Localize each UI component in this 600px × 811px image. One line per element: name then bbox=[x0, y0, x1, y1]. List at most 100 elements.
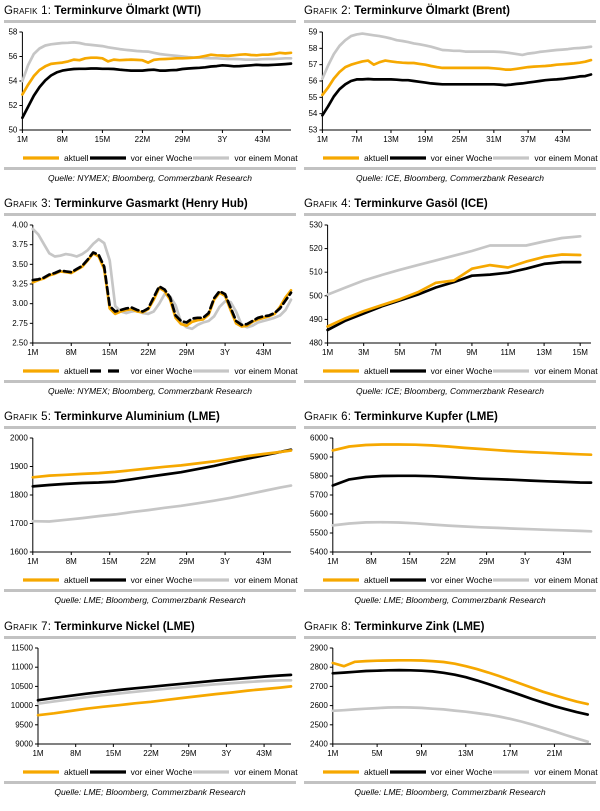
legend-label: vor einem Monat bbox=[534, 574, 598, 585]
chart-title: Terminkurve Ölmarkt (Brent) bbox=[354, 5, 511, 17]
chart-heading: Grafik 8: Terminkurve Zink (LME) bbox=[304, 620, 596, 634]
legend-item: vor einer Woche bbox=[89, 575, 192, 585]
x-axis: 1M 8M 15M 22M 29M 3Y 43M bbox=[27, 551, 291, 566]
chart-title: Terminkurve Kupfer (LME) bbox=[354, 411, 498, 423]
series-line-vor-einer-Woche bbox=[21, 62, 293, 120]
svg-text:43M: 43M bbox=[256, 557, 272, 566]
svg-text:58: 58 bbox=[308, 44, 317, 53]
legend-item: vor einem Monat bbox=[492, 767, 598, 777]
chart-heading-prefix: Grafik 6: bbox=[304, 411, 352, 423]
legend-item: vor einer Woche bbox=[89, 366, 192, 376]
series-line-vor-einem-Monat bbox=[331, 705, 590, 744]
chart-legend: aktuell vor einer Woche vor einem Monat bbox=[322, 764, 598, 779]
line-chart: 53 54 55 56 57 58 59 1M 7M 13M 19M 25M 31M 37M 43M bbox=[308, 28, 593, 144]
legend-item: vor einer Woche bbox=[89, 766, 193, 777]
legend-swatch-line bbox=[89, 769, 126, 774]
svg-text:22M: 22M bbox=[135, 135, 151, 144]
svg-text:1M: 1M bbox=[327, 557, 338, 566]
svg-text:55: 55 bbox=[308, 93, 317, 102]
chart-heading: Grafik 1: Terminkurve Ölmarkt (WTI) bbox=[4, 4, 296, 18]
svg-text:2.75: 2.75 bbox=[12, 319, 28, 328]
series-line-vor-einer-Woche bbox=[31, 448, 293, 488]
svg-text:8M: 8M bbox=[70, 749, 81, 758]
chart-heading-prefix: Grafik 1: bbox=[4, 5, 52, 17]
chart-card: Grafik 8: Terminkurve Zink (LME) 2400 250… bbox=[300, 616, 600, 811]
svg-text:13M: 13M bbox=[458, 749, 474, 758]
svg-text:5M: 5M bbox=[372, 749, 383, 758]
legend-item: vor einem Monat bbox=[192, 766, 298, 777]
chart-card: Grafik 6: Terminkurve Kupfer (LME) 5400 5… bbox=[300, 406, 600, 616]
svg-text:2000: 2000 bbox=[10, 434, 28, 443]
svg-text:3.25: 3.25 bbox=[12, 280, 28, 289]
svg-text:1M: 1M bbox=[317, 135, 328, 144]
legend-label: vor einem Monat bbox=[234, 365, 298, 376]
legend-item: vor einem Monat bbox=[192, 153, 298, 163]
svg-text:3Y: 3Y bbox=[520, 557, 530, 566]
chart-card: Grafik 4: Terminkurve Gasöl (ICE) 480 490… bbox=[300, 193, 600, 406]
legend-label: aktuell bbox=[64, 365, 89, 376]
chart-source: Quelle: ICE, Bloomberg, Commerzbank Rese… bbox=[355, 173, 545, 183]
svg-text:5700: 5700 bbox=[310, 491, 328, 500]
svg-text:11500: 11500 bbox=[11, 644, 33, 653]
legend-rule bbox=[304, 380, 596, 383]
legend-item: vor einem Monat bbox=[492, 366, 598, 376]
svg-text:2900: 2900 bbox=[310, 644, 328, 653]
legend-label: vor einem Monat bbox=[234, 766, 298, 777]
svg-text:5600: 5600 bbox=[310, 510, 328, 519]
svg-text:1M: 1M bbox=[27, 348, 38, 357]
chart-heading: Grafik 3: Terminkurve Gasmarkt (Henry Hu… bbox=[4, 197, 296, 211]
svg-text:2800: 2800 bbox=[310, 663, 328, 672]
chart-title: Terminkurve Gasöl (ICE) bbox=[354, 198, 488, 210]
chart-legend: aktuell vor einer Woche vor einem Monat bbox=[322, 363, 598, 378]
svg-text:15M: 15M bbox=[402, 557, 418, 566]
series-line-aktuell bbox=[326, 253, 582, 328]
line-chart: 50 52 54 56 58 1M 8M 15M 22M 29M 3Y 43M bbox=[8, 28, 293, 144]
series-line-vor-einer-Woche bbox=[326, 260, 582, 332]
legend-item: aktuell bbox=[22, 153, 89, 163]
series-line-aktuell bbox=[21, 51, 293, 96]
svg-text:2400: 2400 bbox=[310, 740, 328, 749]
legend-swatch-line bbox=[493, 769, 530, 774]
line-chart: 5400 5500 5600 5700 5800 5900 6000 1M 8M 15M 22M 29… bbox=[310, 434, 593, 566]
y-axis: 2.50 2.75 3.00 3.25 3.50 3.75 4.00 bbox=[12, 221, 34, 348]
svg-text:3Y: 3Y bbox=[218, 135, 228, 144]
svg-text:3Y: 3Y bbox=[220, 557, 230, 566]
svg-text:22M: 22M bbox=[140, 348, 156, 357]
svg-text:1800: 1800 bbox=[10, 491, 28, 500]
svg-text:3.75: 3.75 bbox=[12, 240, 28, 249]
series-lines bbox=[31, 227, 293, 331]
legend-swatch-line bbox=[193, 155, 230, 160]
svg-text:8M: 8M bbox=[66, 348, 77, 357]
chart-title: Terminkurve Gasmarkt (Henry Hub) bbox=[54, 198, 248, 210]
legend-label: aktuell bbox=[364, 152, 389, 163]
y-axis: 5400 5500 5600 5700 5800 5900 6000 bbox=[310, 434, 334, 557]
legend-rule bbox=[4, 167, 296, 170]
y-axis: 53 54 55 56 57 58 59 bbox=[308, 28, 323, 135]
y-axis: 1600 1700 1800 1900 2000 bbox=[10, 434, 34, 557]
legend-label: aktuell bbox=[364, 766, 389, 777]
svg-text:15M: 15M bbox=[95, 135, 111, 144]
chart-source: Quelle: ICE; Bloomberg, Commerzbank Rese… bbox=[355, 386, 545, 396]
series-line-vor-einem-Monat bbox=[331, 520, 593, 533]
chart-source: Quelle: NYMEX; Bloomberg, Commerzbank Re… bbox=[47, 386, 253, 396]
legend-item: aktuell bbox=[322, 366, 389, 376]
series-line-vor-einem-Monat bbox=[321, 32, 593, 80]
svg-text:29M: 29M bbox=[179, 348, 195, 357]
svg-text:1600: 1600 bbox=[10, 548, 28, 557]
chart-heading: Grafik 7: Terminkurve Nickel (LME) bbox=[4, 620, 296, 634]
svg-text:31M: 31M bbox=[486, 135, 502, 144]
legend-label: vor einer Woche bbox=[130, 766, 193, 777]
legend-rule bbox=[4, 380, 296, 383]
line-chart: 480 490 500 510 520 530 1M 3M 5M 7M 9M 11M 13M 15M bbox=[309, 221, 591, 357]
svg-text:8M: 8M bbox=[57, 135, 68, 144]
x-axis: 1M 7M 13M 19M 25M 31M 37M 43M bbox=[317, 129, 591, 144]
svg-text:29M: 29M bbox=[175, 135, 191, 144]
svg-text:1M: 1M bbox=[27, 557, 38, 566]
series-lines bbox=[36, 673, 293, 717]
svg-text:1900: 1900 bbox=[10, 462, 28, 471]
svg-text:510: 510 bbox=[309, 268, 323, 277]
line-chart: 1600 1700 1800 1900 2000 1M 8M 15M 22M 29M 3Y 43M bbox=[10, 434, 293, 566]
svg-text:5M: 5M bbox=[394, 348, 405, 357]
svg-text:2.50: 2.50 bbox=[12, 339, 28, 348]
